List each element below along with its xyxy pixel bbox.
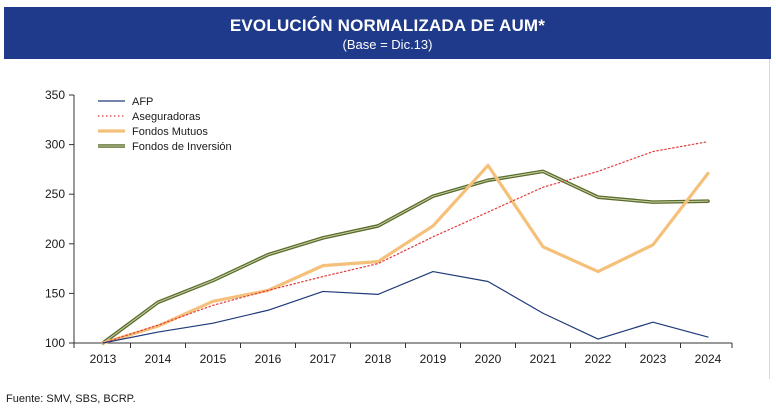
legend-label-afp: AFP xyxy=(132,96,153,108)
y-tick-label: 100 xyxy=(45,336,65,350)
source-note: Fuente: SMV, SBS, BCRP. xyxy=(6,393,136,405)
x-tick-label: 2020 xyxy=(475,352,502,366)
series-line-fondos-mutuos xyxy=(101,163,710,345)
x-tick-label: 2016 xyxy=(255,352,282,366)
x-tick-label: 2022 xyxy=(585,352,612,366)
series-line-fondos-de-inversion-inner xyxy=(102,170,709,344)
x-tick-label: 2015 xyxy=(200,352,227,366)
legend-label-fondos-mutuos: Fondos Mutuos xyxy=(132,126,208,138)
x-tick-label: 2014 xyxy=(145,352,172,366)
legend-label-fondos-de-inversion: Fondos de Inversión xyxy=(132,141,232,153)
x-tick-label: 2024 xyxy=(695,352,722,366)
y-tick-label: 250 xyxy=(45,187,65,201)
x-tick-label: 2013 xyxy=(90,352,117,366)
line-chart: 100 150 200 250 300 350 2013 2014 2015 2016 2017 20… xyxy=(45,88,733,366)
x-tick-label: 2017 xyxy=(310,352,337,366)
y-tick-label: 200 xyxy=(45,237,65,251)
series-line-afp xyxy=(102,270,709,344)
x-tick-label: 2019 xyxy=(420,352,447,366)
chart-frame xyxy=(4,59,770,379)
series-line-aseguradoras xyxy=(102,141,709,344)
chart-title: EVOLUCIÓN NORMALIZADA DE AUM* xyxy=(229,16,546,35)
chart-subtitle: (Base = Dic.13) xyxy=(342,37,433,52)
y-tick-label: 300 xyxy=(45,138,65,152)
x-tick-label: 2021 xyxy=(530,352,557,366)
x-tick-label: 2018 xyxy=(365,352,392,366)
y-tick-label: 150 xyxy=(45,286,65,300)
series-line-fondos-de-inversion xyxy=(101,169,710,345)
legend-label-aseguradoras: Aseguradoras xyxy=(132,111,201,123)
y-tick-label: 350 xyxy=(45,88,65,102)
chart-header: EVOLUCIÓN NORMALIZADA DE AUM* (Base = Di… xyxy=(4,7,771,59)
x-tick-label: 2023 xyxy=(640,352,667,366)
